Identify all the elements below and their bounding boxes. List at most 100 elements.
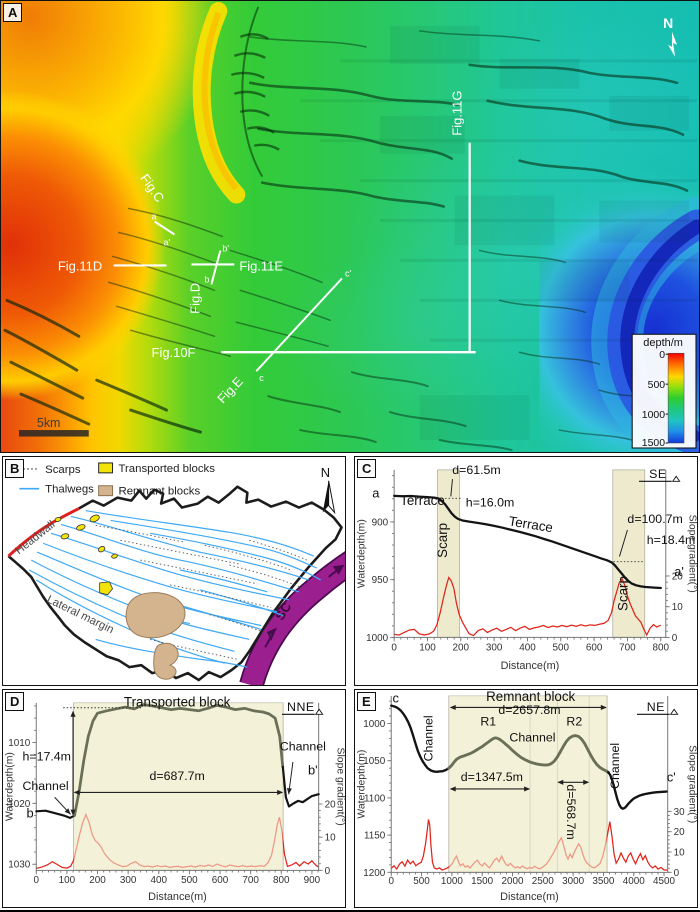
figD-label: Fig.D: [187, 283, 202, 314]
annotation-label: a: [372, 486, 380, 501]
annotations: b b' Transported block h=17.4m Channel d=687.…: [22, 695, 325, 821]
svg-text:300: 300: [486, 642, 503, 653]
svg-text:1010: 1010: [8, 738, 31, 749]
profile-chart-d: 0 100 200 300 400 500 600 700 800 900101010201030…: [4, 695, 345, 904]
svg-text:10: 10: [674, 847, 686, 858]
annotation-label: h=16.0m: [466, 495, 515, 509]
annotation-label: Terrace: [400, 493, 445, 508]
svg-text:200: 200: [89, 875, 106, 886]
svg-text:30: 30: [674, 807, 686, 818]
svg-text:1000: 1000: [366, 633, 389, 644]
svg-text:2000: 2000: [501, 876, 524, 887]
annotation-label: d=687.7m: [149, 769, 204, 783]
panel-b-sketch: B Scarps Thalwegs Transported blocks Rem…: [2, 456, 346, 686]
annotation-label: d=100.7m: [627, 512, 682, 526]
annotation-label: d=61.5m: [452, 463, 501, 477]
headwall-label: Headwall: [13, 519, 57, 557]
annotations: a a' d=61.5m Terrace Scarp h=16.0m Terrace d=10…: [372, 463, 695, 611]
svg-text:1500: 1500: [642, 438, 665, 449]
sketch-legend: Scarps Thalwegs Transported blocks Remna…: [19, 462, 215, 498]
direction-marker: NNE: [282, 700, 324, 715]
waterdepth-profile: [447, 734, 610, 774]
xlabel: Distance(m): [500, 891, 559, 903]
svg-text:1030: 1030: [8, 860, 31, 871]
svg-text:NE: NE: [647, 700, 665, 714]
bathymetry-map: Fig.C a a' Fig.11D Fig.D b b' Fig.11E Fi…: [1, 1, 699, 452]
svg-text:10: 10: [325, 833, 337, 844]
svg-text:0: 0: [391, 642, 397, 653]
xlabel: Distance(m): [501, 660, 560, 672]
svg-text:0: 0: [672, 633, 678, 644]
waterdepth-profile: [35, 809, 76, 820]
annotation-label: Channel: [509, 731, 555, 745]
direction-marker: SE: [639, 467, 681, 482]
panel-d-label: D: [5, 692, 25, 711]
profile-chart-e: 0 500 1000 1500 2000 2500 3000 3500 4000 4500 1000…: [356, 690, 697, 903]
remnant-blocks: [125, 592, 186, 680]
fig10F-label: Fig.10F: [152, 345, 196, 360]
landslide-outline: [7, 485, 343, 682]
annotation-label: R2: [566, 715, 582, 729]
svg-text:N: N: [321, 465, 330, 480]
svg-text:400: 400: [151, 875, 168, 886]
annotation-label: Channel: [280, 739, 326, 753]
headwall-scar: [192, 1, 280, 204]
annotation-label: a': [674, 564, 684, 579]
landslide-sketch: Scarps Thalwegs Transported blocks Remna…: [7, 462, 345, 685]
svg-text:20: 20: [674, 827, 686, 838]
annotation-label: c: [393, 691, 400, 706]
ylabel-right: Slope gradient(°): [334, 748, 345, 826]
svg-text:1050: 1050: [363, 756, 386, 767]
svg-text:0: 0: [325, 866, 331, 877]
svg-text:10: 10: [672, 602, 684, 613]
svg-text:4000: 4000: [623, 876, 646, 887]
transported-blocks: [54, 514, 118, 596]
north-arrow: N: [321, 465, 336, 515]
svg-text:800: 800: [273, 875, 290, 886]
waterdepth-profile: [390, 704, 454, 774]
svg-text:500: 500: [648, 380, 666, 391]
svg-text:N: N: [663, 15, 673, 31]
ylabel-left: Waterdepth(m): [4, 752, 15, 821]
ylabel-right: Slope gradient(°): [687, 515, 697, 593]
annotation-label: Channel: [421, 715, 435, 761]
ylabel-right: Slope gradient(°): [686, 745, 697, 823]
svg-text:SE: SE: [649, 467, 667, 481]
annotation-label: Terrace: [508, 513, 554, 535]
annotation-label: Transported block: [124, 695, 231, 710]
svg-text:900: 900: [372, 517, 389, 528]
svg-text:0: 0: [388, 876, 394, 887]
annotation-label: c': [667, 770, 676, 785]
svg-text:1000: 1000: [441, 876, 464, 887]
svg-text:0: 0: [674, 868, 680, 879]
legend-thalwegs: Thalwegs: [45, 484, 94, 496]
annotation-label: R1: [480, 715, 496, 729]
svg-text:20: 20: [325, 799, 337, 810]
annotation-label: h=18.4m: [647, 533, 696, 547]
legend-scarps: Scarps: [45, 464, 81, 476]
scale-bar: 5km: [18, 416, 89, 437]
svg-text:1100: 1100: [364, 793, 386, 804]
fig11D-label: Fig.11D: [58, 258, 102, 273]
svg-text:5km: 5km: [37, 416, 61, 430]
svg-text:1000: 1000: [642, 410, 665, 421]
svg-text:400: 400: [519, 642, 536, 653]
svg-text:b: b: [204, 274, 209, 284]
svg-text:c': c': [345, 268, 351, 278]
svg-text:NNE: NNE: [287, 700, 315, 714]
panel-e-label: E: [357, 692, 376, 711]
panel-d-profile: D 0 100 200 300 400 500 600 700 800 900 1010 1020 10…: [2, 689, 346, 908]
svg-text:300: 300: [120, 875, 137, 886]
annotation-label: Channel: [608, 743, 622, 789]
fig11E-label: Fig.11E: [239, 258, 283, 273]
svg-text:3500: 3500: [592, 876, 615, 887]
svg-text:200: 200: [453, 642, 470, 653]
waterdepth-profile: [73, 703, 285, 817]
legend-transported: Transported blocks: [118, 463, 215, 475]
annotation-label: d=568.7m: [564, 784, 578, 839]
svg-text:0: 0: [34, 875, 40, 886]
annotation-label: b: [27, 805, 34, 820]
